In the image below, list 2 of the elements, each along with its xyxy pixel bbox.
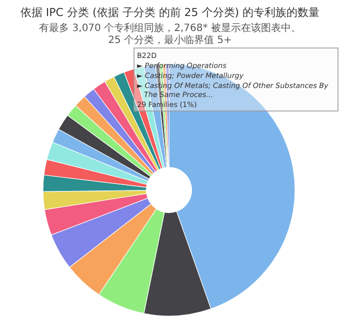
chart-title: 依据 IPC 分类 (依据 子分类 的前 25 个分类) 的专利族的数量 (20, 6, 320, 19)
chart-subtitle: 有最多 3,070 个专利组同族，2,768* 被显示在该图表中。 25 个分类，最小临界值 5+ (39, 22, 301, 46)
